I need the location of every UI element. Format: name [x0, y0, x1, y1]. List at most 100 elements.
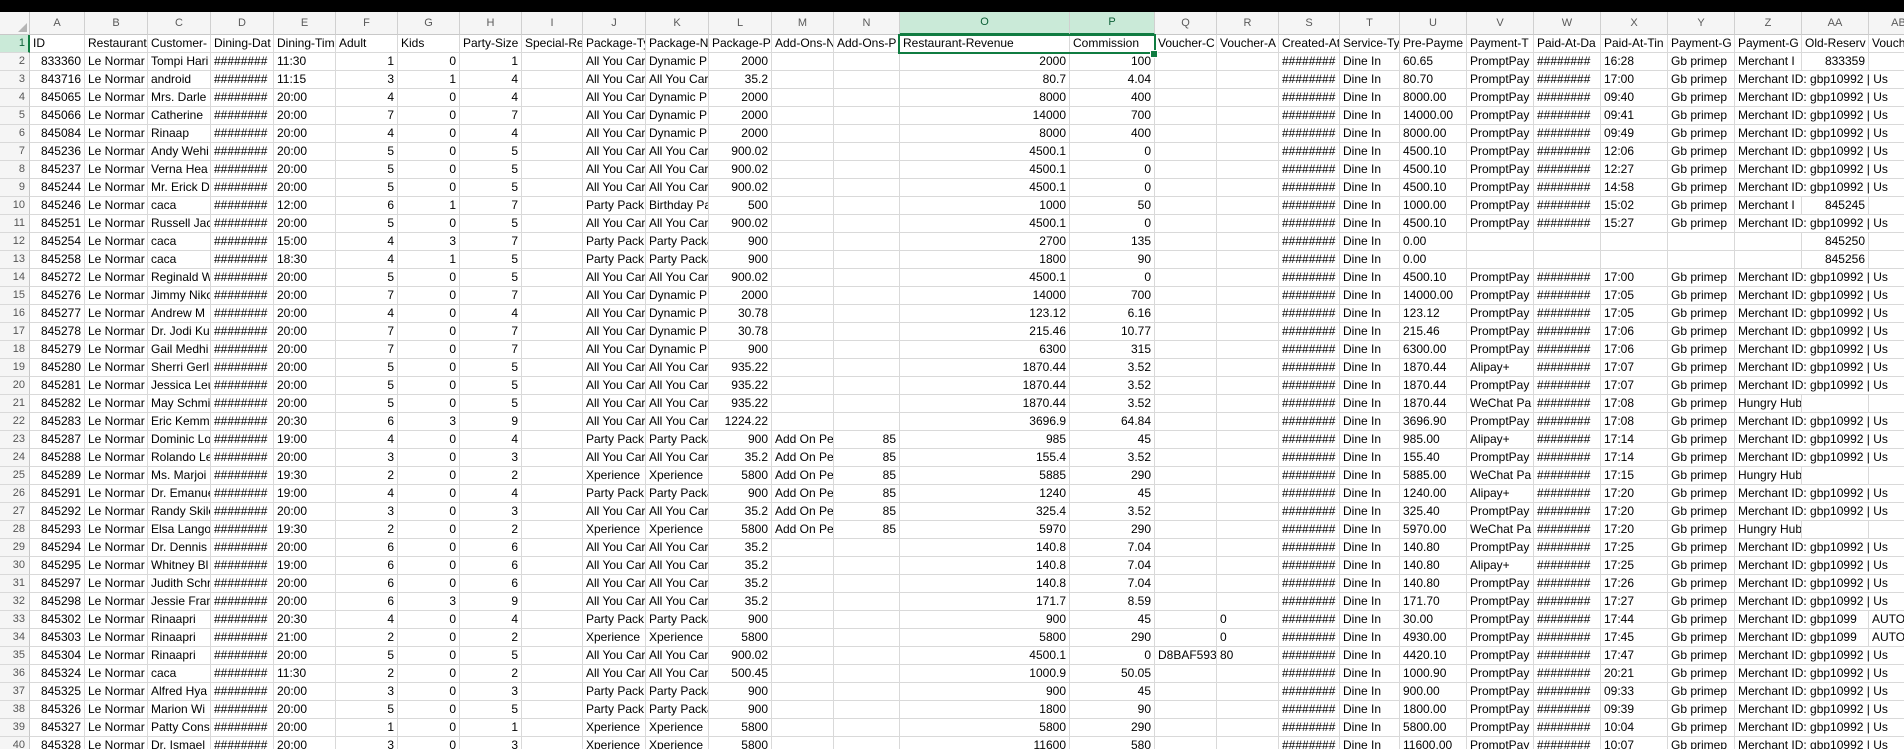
cell-R15[interactable] [1217, 287, 1279, 305]
cell-T26[interactable]: Dine In [1340, 485, 1400, 503]
header-cell-H1[interactable]: Party-Size [460, 35, 522, 53]
cell-J3[interactable]: All You Car [583, 71, 646, 89]
cell-E28[interactable]: 19:30 [274, 521, 336, 539]
cell-K20[interactable]: All You Car [646, 377, 709, 395]
cell-Y40[interactable]: Gb primep [1668, 737, 1735, 749]
cell-Y39[interactable]: Gb primep [1668, 719, 1735, 737]
cell-N33[interactable] [834, 611, 900, 629]
cell-F28[interactable]: 2 [336, 521, 398, 539]
cell-D8[interactable]: ######## [211, 161, 274, 179]
cell-Q5[interactable] [1155, 107, 1217, 125]
cell-B11[interactable]: Le Normar [85, 215, 148, 233]
cell-K31[interactable]: All You Car [646, 575, 709, 593]
cell-Y3[interactable]: Gb primep [1668, 71, 1735, 89]
header-cell-M1[interactable]: Add-Ons-N [772, 35, 834, 53]
cell-K36[interactable]: All You Car [646, 665, 709, 683]
cell-G18[interactable]: 0 [398, 341, 460, 359]
cell-W38[interactable]: ######## [1534, 701, 1601, 719]
cell-Z15[interactable]: Merchant ID: gbp10992 | Us [1735, 287, 1904, 305]
cell-W4[interactable]: ######## [1534, 89, 1601, 107]
cell-O13[interactable]: 1800 [900, 251, 1070, 269]
cell-I18[interactable] [522, 341, 583, 359]
cell-B33[interactable]: Le Normar [85, 611, 148, 629]
cell-F20[interactable]: 5 [336, 377, 398, 395]
cell-A26[interactable]: 845291 [30, 485, 85, 503]
cell-C40[interactable]: Dr. Ismael [148, 737, 211, 749]
cell-K37[interactable]: Party Packa [646, 683, 709, 701]
cell-P7[interactable]: 0 [1070, 143, 1155, 161]
cell-B15[interactable]: Le Normar [85, 287, 148, 305]
cell-T2[interactable]: Dine In [1340, 53, 1400, 71]
cell-R11[interactable] [1217, 215, 1279, 233]
cell-L32[interactable]: 35.2 [709, 593, 772, 611]
row-header-40[interactable]: 40 [0, 737, 30, 749]
cell-Y4[interactable]: Gb primep [1668, 89, 1735, 107]
cell-A8[interactable]: 845237 [30, 161, 85, 179]
cell-O19[interactable]: 1870.44 [900, 359, 1070, 377]
cell-K28[interactable]: Xperience [646, 521, 709, 539]
cell-N2[interactable] [834, 53, 900, 71]
cell-M37[interactable] [772, 683, 834, 701]
cell-V15[interactable]: PromptPay [1467, 287, 1534, 305]
cell-T39[interactable]: Dine In [1340, 719, 1400, 737]
cell-AA21[interactable] [1802, 395, 1869, 413]
cell-Y31[interactable]: Gb primep [1668, 575, 1735, 593]
column-header-I[interactable]: I [522, 12, 583, 35]
cell-M32[interactable] [772, 593, 834, 611]
cell-Y36[interactable]: Gb primep [1668, 665, 1735, 683]
cell-N37[interactable] [834, 683, 900, 701]
row-header-39[interactable]: 39 [0, 719, 30, 737]
cell-U29[interactable]: 140.80 [1400, 539, 1467, 557]
row-header-4[interactable]: 4 [0, 89, 30, 107]
cell-AA12[interactable]: 845250 [1802, 233, 1869, 251]
cell-U26[interactable]: 1240.00 [1400, 485, 1467, 503]
cell-W33[interactable]: ######## [1534, 611, 1601, 629]
cell-Z7[interactable]: Merchant ID: gbp10992 | Us [1735, 143, 1904, 161]
cell-K9[interactable]: All You Car [646, 179, 709, 197]
cell-W6[interactable]: ######## [1534, 125, 1601, 143]
cell-D36[interactable]: ######## [211, 665, 274, 683]
cell-L23[interactable]: 900 [709, 431, 772, 449]
cell-Y17[interactable]: Gb primep [1668, 323, 1735, 341]
cell-G31[interactable]: 0 [398, 575, 460, 593]
cell-C28[interactable]: Elsa Lango [148, 521, 211, 539]
cell-U8[interactable]: 4500.10 [1400, 161, 1467, 179]
header-cell-C1[interactable]: Customer- [148, 35, 211, 53]
cell-I31[interactable] [522, 575, 583, 593]
cell-A20[interactable]: 845281 [30, 377, 85, 395]
cell-P33[interactable]: 45 [1070, 611, 1155, 629]
cell-L40[interactable]: 5800 [709, 737, 772, 749]
cell-J14[interactable]: All You Car [583, 269, 646, 287]
cell-P11[interactable]: 0 [1070, 215, 1155, 233]
cell-B38[interactable]: Le Normar [85, 701, 148, 719]
cell-U31[interactable]: 140.80 [1400, 575, 1467, 593]
cell-F36[interactable]: 2 [336, 665, 398, 683]
cell-H38[interactable]: 5 [460, 701, 522, 719]
cell-B6[interactable]: Le Normar [85, 125, 148, 143]
cell-C33[interactable]: Rinaapri [148, 611, 211, 629]
cell-L20[interactable]: 935.22 [709, 377, 772, 395]
cell-Y12[interactable] [1668, 233, 1735, 251]
cell-A19[interactable]: 845280 [30, 359, 85, 377]
cell-R5[interactable] [1217, 107, 1279, 125]
cell-R20[interactable] [1217, 377, 1279, 395]
fill-handle[interactable] [1150, 50, 1158, 58]
cell-P40[interactable]: 580 [1070, 737, 1155, 749]
cell-X15[interactable]: 17:05 [1601, 287, 1668, 305]
cell-S40[interactable]: ######## [1279, 737, 1340, 749]
cell-F4[interactable]: 4 [336, 89, 398, 107]
cell-G20[interactable]: 0 [398, 377, 460, 395]
cell-J20[interactable]: All You Car [583, 377, 646, 395]
cell-I29[interactable] [522, 539, 583, 557]
cell-S36[interactable]: ######## [1279, 665, 1340, 683]
cell-G25[interactable]: 0 [398, 467, 460, 485]
cell-M33[interactable] [772, 611, 834, 629]
cell-S10[interactable]: ######## [1279, 197, 1340, 215]
cell-U16[interactable]: 123.12 [1400, 305, 1467, 323]
cell-N32[interactable] [834, 593, 900, 611]
cell-F32[interactable]: 6 [336, 593, 398, 611]
cell-J21[interactable]: All You Car [583, 395, 646, 413]
cell-H35[interactable]: 5 [460, 647, 522, 665]
cell-Y13[interactable] [1668, 251, 1735, 269]
cell-V34[interactable]: PromptPay [1467, 629, 1534, 647]
